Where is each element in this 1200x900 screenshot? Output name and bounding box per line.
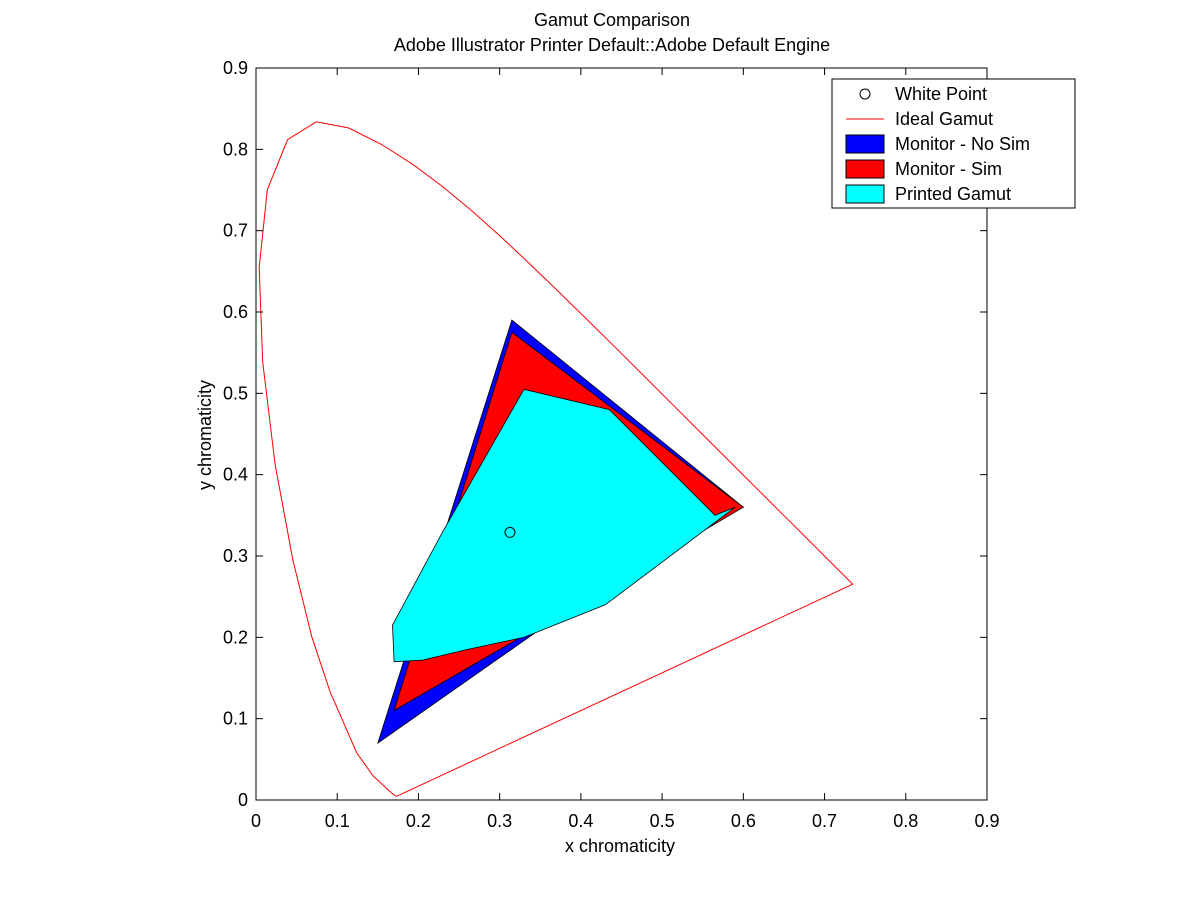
ideal-gamut-line bbox=[258, 121, 854, 797]
legend-entry-label: Monitor - No Sim bbox=[895, 134, 1030, 154]
axes-frame bbox=[255, 67, 988, 801]
x-tick-label: 0.1 bbox=[325, 811, 350, 831]
legend-swatch bbox=[845, 134, 885, 154]
x-axis-label: x chromaticity bbox=[565, 836, 675, 856]
x-tick-label: 0.6 bbox=[731, 811, 756, 831]
legend-entry-label: Monitor - Sim bbox=[895, 159, 1002, 179]
chart-subtitle: Adobe Illustrator Printer Default::Adobe… bbox=[394, 35, 830, 55]
y-tick-label: 0.9 bbox=[223, 58, 248, 78]
legend-swatch bbox=[845, 159, 885, 179]
polygon-printed-gamut bbox=[392, 388, 736, 663]
legend-symbol-white-point bbox=[859, 88, 871, 100]
legend-entry-label: Printed Gamut bbox=[895, 184, 1011, 204]
y-tick-label: 0.8 bbox=[223, 139, 248, 159]
chart-title: Gamut Comparison bbox=[534, 10, 690, 30]
x-tick-label: 0.5 bbox=[650, 811, 675, 831]
x-tick-label: 0.7 bbox=[812, 811, 837, 831]
y-tick-label: 0.3 bbox=[223, 546, 248, 566]
x-tick-label: 0.2 bbox=[406, 811, 431, 831]
legend-swatch bbox=[845, 184, 885, 204]
y-tick-label: 0.6 bbox=[223, 302, 248, 322]
y-tick-label: 0 bbox=[238, 790, 248, 810]
white-point-marker bbox=[504, 526, 516, 538]
x-tick-label: 0.3 bbox=[487, 811, 512, 831]
y-tick-label: 0.4 bbox=[223, 465, 248, 485]
y-tick-label: 0.5 bbox=[223, 383, 248, 403]
legend-entry-label: Ideal Gamut bbox=[895, 109, 993, 129]
y-tick-label: 0.7 bbox=[223, 221, 248, 241]
x-tick-label: 0.8 bbox=[893, 811, 918, 831]
x-tick-label: 0.4 bbox=[568, 811, 593, 831]
x-tick-label: 0 bbox=[251, 811, 261, 831]
x-tick-label: 0.9 bbox=[974, 811, 999, 831]
legend-entry-label: White Point bbox=[895, 84, 987, 104]
y-tick-label: 0.1 bbox=[223, 709, 248, 729]
y-tick-label: 0.2 bbox=[223, 627, 248, 647]
y-axis-label: y chromaticity bbox=[195, 380, 215, 490]
